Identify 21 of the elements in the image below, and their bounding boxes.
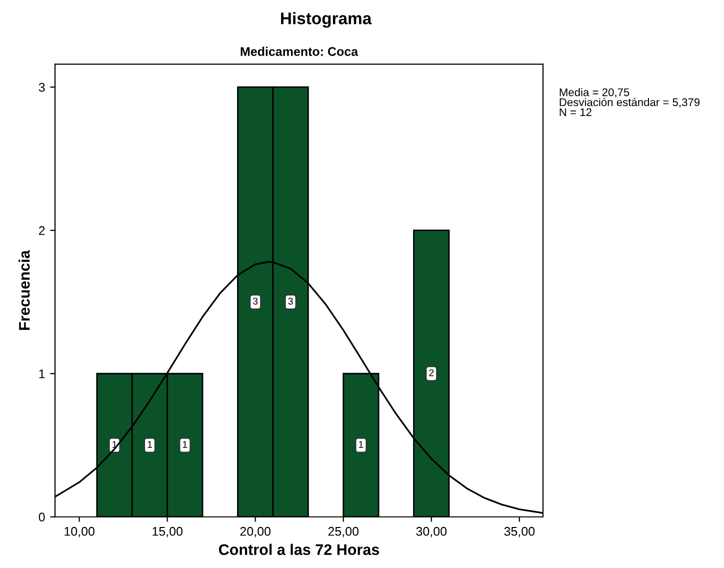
- chart-title: Histograma: [281, 12, 372, 28]
- x-axis-title: Control a las 72 Horas: [218, 544, 380, 556]
- y-tick-label: 0: [38, 512, 45, 522]
- x-tick-label: 25,00: [328, 526, 359, 538]
- chart-subtitle: Medicamento: Coca: [240, 46, 358, 56]
- x-tick-label: 35,00: [504, 526, 535, 538]
- data-label: 1: [359, 441, 364, 448]
- data-label: 2: [429, 369, 434, 376]
- x-tick-label: 10,00: [64, 526, 94, 538]
- y-tick-label: 3: [38, 82, 45, 92]
- data-label: 3: [288, 298, 293, 305]
- y-tick-label: 1: [39, 370, 45, 378]
- data-label: 3: [253, 298, 258, 305]
- y-axis-title: Frecuencia: [18, 250, 30, 330]
- x-tick-label: 15,00: [152, 526, 182, 538]
- y-tick-label: 2: [38, 226, 45, 235]
- x-tick-label: 20,00: [240, 526, 271, 538]
- x-tick-label: 30,00: [416, 526, 447, 538]
- text: Media = 20,75 Desviación estándar = 5,379 N = 12: [560, 88, 700, 116]
- data-label: 1: [148, 441, 152, 448]
- data-label: 1: [182, 441, 188, 448]
